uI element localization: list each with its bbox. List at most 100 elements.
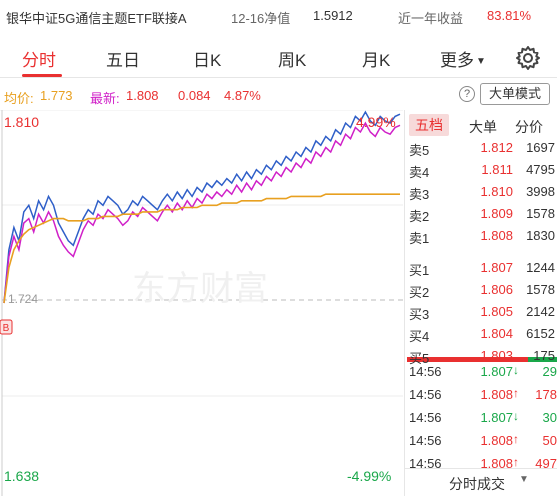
header: 银华中证5G通信主题ETF联接A 12-16净值 1.5912 近一年收益 83… (0, 0, 557, 32)
bid-volume: 2142 (526, 304, 555, 319)
tab-daily-k[interactable]: 日K (193, 51, 222, 70)
bid-level-label: 买5 (409, 351, 430, 366)
arrow-down-icon: ↓ (513, 409, 519, 423)
price-change: 0.084 (178, 88, 211, 103)
ask-row[interactable]: 卖4 1.811 4795 (405, 158, 557, 180)
price-line (3, 110, 401, 304)
bid-price: 1.805 (480, 304, 513, 319)
bid-row[interactable]: 买1 1.807 1244 (405, 256, 557, 278)
trade-row: 14:56 1.808 ↑ 50 (405, 429, 557, 451)
nav-value: 1.5912 (313, 8, 353, 23)
trade-price: 1.808 (480, 433, 513, 448)
ask-level-label: 卖5 (409, 143, 430, 158)
sell-ratio-fill (528, 357, 557, 362)
bid-volume: 175 (533, 348, 555, 363)
ask-level-label: 卖2 (409, 209, 430, 224)
avg-price-label: 均价: (4, 91, 34, 106)
bid-row[interactable]: 买3 1.805 2142 (405, 300, 557, 322)
trade-price: 1.807 (480, 410, 513, 425)
average-line (3, 193, 400, 304)
ask-level-label: 卖4 (409, 165, 430, 180)
arrow-up-icon: ↑ (513, 455, 519, 469)
arrow-down-icon: ↓ (513, 363, 519, 377)
trade-volume: 29 (542, 364, 557, 379)
trade-row: 14:56 1.807 ↓ 30 (405, 406, 557, 428)
trade-volume: 178 (535, 387, 557, 402)
caret-down-icon: ▼ (519, 474, 529, 485)
bid-volume: 6152 (526, 326, 555, 341)
bid-level-label: 买2 (409, 285, 430, 300)
trade-price: 1.808 (480, 456, 513, 471)
bid-volume: 1244 (526, 260, 555, 275)
price-change-pct: 4.87% (224, 88, 261, 103)
gear-icon[interactable] (514, 44, 542, 72)
trade-volume: 50 (542, 433, 557, 448)
intraday-chart-svg: 东方财富 B (0, 109, 403, 496)
fund-line (3, 121, 401, 304)
tab-price-distribution[interactable]: 分价 (515, 119, 543, 135)
latest-price-value: 1.808 (126, 88, 159, 103)
bid-level-label: 买3 (409, 307, 430, 322)
active-tab-indicator (22, 74, 62, 77)
intraday-chart[interactable]: 东方财富 B 1.810 1.724 1.638 4.99% -4.99% (0, 109, 403, 496)
trade-time: 14:56 (409, 433, 442, 448)
bid-price: 1.803 (480, 348, 513, 363)
bid-price: 1.804 (480, 326, 513, 341)
trade-volume: 497 (535, 456, 557, 471)
trade-row: 14:56 1.807 ↓ 29 (405, 360, 557, 382)
fund-name: 银华中证5G通信主题ETF联接A (6, 11, 187, 26)
panel-tabs: 五档 大单 分价 (405, 110, 557, 138)
tab-more[interactable]: 更多 ▼ (440, 46, 486, 71)
year-return-value: 83.81% (487, 8, 532, 23)
trade-time: 14:56 (409, 387, 442, 402)
ask-row[interactable]: 卖1 1.808 1830 (405, 224, 557, 246)
year-return-label: 近一年收益 (398, 11, 464, 26)
trade-time: 14:56 (409, 456, 442, 471)
bid-row[interactable]: 买4 1.804 6152 (405, 322, 557, 344)
trade-row: 14:56 1.808 ↑ 178 (405, 383, 557, 405)
upper-price-label: 1.810 (4, 114, 40, 130)
order-panel: 五档 大单 分价 卖5 1.812 1697 卖4 1.811 4795 卖3 1.810 39… (404, 110, 557, 496)
tab-weekly-k[interactable]: 周K (278, 51, 307, 70)
ask-volume: 4795 (526, 162, 555, 177)
ask-volume: 1697 (526, 140, 555, 155)
arrow-up-icon: ↑ (513, 432, 519, 446)
tab-monthly-k[interactable]: 月K (362, 51, 391, 70)
ask-price: 1.811 (481, 162, 513, 177)
lower-pct-label: -4.99% (347, 468, 392, 484)
avg-price-value: 1.773 (40, 88, 73, 103)
ask-price: 1.809 (480, 206, 513, 221)
tab-five-levels[interactable]: 五档 (409, 114, 449, 136)
tab-big-orders[interactable]: 大单 (469, 119, 497, 135)
tab-more-label: 更多 (440, 51, 474, 70)
arrow-up-icon: ↑ (513, 386, 519, 400)
lower-price-label: 1.638 (4, 468, 40, 484)
ask-row[interactable]: 卖3 1.810 3998 (405, 180, 557, 202)
trades-header[interactable]: 分时成交 ▼ (405, 468, 557, 492)
tab-intraday[interactable]: 分时 (22, 51, 56, 70)
trade-price: 1.808 (480, 387, 513, 402)
caret-down-icon: ▼ (476, 56, 486, 67)
trade-row: 14:56 1.808 ↑ 497 (405, 452, 557, 474)
latest-price-label: 最新: (90, 91, 120, 106)
trade-price: 1.807 (480, 364, 513, 379)
trades-title: 分时成交 (449, 476, 505, 492)
upper-pct-label: 4.99% (356, 114, 396, 130)
base-price-label: 1.724 (8, 292, 39, 306)
big-order-mode-button[interactable]: 大单模式 (480, 83, 550, 105)
ask-price: 1.810 (480, 184, 513, 199)
buy-marker-box[interactable] (0, 319, 13, 335)
bid-row[interactable]: 买5 1.803 175 (405, 344, 557, 366)
help-icon[interactable]: ? (459, 86, 475, 102)
bid-level-label: 买1 (409, 263, 430, 278)
trade-time: 14:56 (409, 410, 442, 425)
bid-row[interactable]: 买2 1.806 1578 (405, 278, 557, 300)
ask-price: 1.812 (480, 140, 513, 155)
nav-date-label: 12-16净值 (231, 11, 291, 26)
ask-row[interactable]: 卖2 1.809 1578 (405, 202, 557, 224)
watermark: 东方财富 (132, 270, 268, 308)
tab-five-day[interactable]: 五日 (106, 51, 140, 70)
bid-price: 1.806 (480, 282, 513, 297)
bid-price: 1.807 (480, 260, 513, 275)
ask-row[interactable]: 卖5 1.812 1697 (405, 136, 557, 158)
